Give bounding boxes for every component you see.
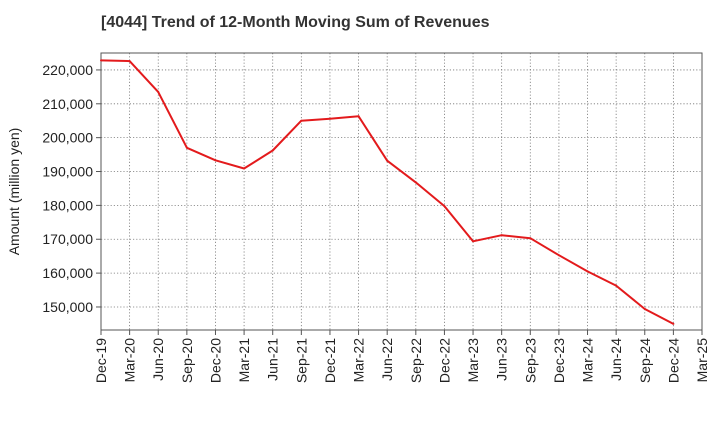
y-axis-label: Amount (million yen) bbox=[6, 128, 22, 256]
data-point bbox=[472, 240, 474, 243]
x-tick-label: Dec-21 bbox=[322, 338, 338, 383]
y-tick-label: 200,000 bbox=[42, 130, 93, 146]
chart-title: [4044] Trend of 12-Month Moving Sum of R… bbox=[101, 14, 490, 31]
data-point bbox=[586, 270, 589, 273]
data-point bbox=[414, 181, 417, 184]
x-tick-label: Sep-22 bbox=[408, 338, 424, 383]
data-point bbox=[300, 119, 303, 122]
series-layer bbox=[100, 59, 675, 325]
x-tick-label: Sep-24 bbox=[637, 338, 653, 383]
x-tick-label: Dec-20 bbox=[207, 338, 223, 383]
data-point bbox=[672, 322, 675, 325]
x-tick-label: Dec-22 bbox=[436, 338, 452, 383]
x-tick-label: Jun-20 bbox=[150, 338, 166, 381]
y-tick-label: 210,000 bbox=[42, 96, 93, 112]
data-point bbox=[185, 146, 188, 149]
x-tick-label: Mar-23 bbox=[465, 338, 481, 383]
y-tick-label: 160,000 bbox=[42, 265, 93, 281]
grid bbox=[100, 53, 703, 330]
data-point bbox=[271, 149, 274, 152]
x-tick-label: Sep-21 bbox=[293, 338, 309, 383]
x-tick-label: Mar-22 bbox=[351, 338, 367, 383]
x-tick-label: Dec-23 bbox=[551, 338, 567, 383]
x-tick-label: Sep-23 bbox=[522, 338, 538, 383]
data-point bbox=[529, 237, 532, 240]
data-point bbox=[615, 284, 618, 287]
data-point bbox=[643, 308, 646, 310]
x-tick-label: Jun-24 bbox=[608, 338, 624, 381]
x-tick-label: Jun-23 bbox=[494, 338, 510, 381]
y-axis: 150,000 160,000 170,000 180,000 190,000 200,0… bbox=[42, 62, 101, 315]
y-tick-label: 170,000 bbox=[42, 231, 93, 247]
data-point bbox=[128, 60, 131, 63]
y-tick-label: 180,000 bbox=[42, 197, 93, 213]
x-tick-label: Dec-24 bbox=[665, 338, 681, 383]
x-axis: Dec-19 Mar-20 Jun-20 Sep-20 Dec-20 Mar-21 Jun-… bbox=[93, 330, 710, 383]
data-point bbox=[243, 167, 246, 170]
data-point bbox=[357, 115, 360, 118]
x-tick-label: Mar-25 bbox=[694, 338, 710, 383]
x-tick-label: Mar-24 bbox=[580, 338, 596, 383]
plot-area bbox=[100, 52, 703, 331]
y-tick-label: 150,000 bbox=[42, 299, 93, 315]
data-point bbox=[443, 205, 446, 208]
x-tick-label: Dec-19 bbox=[93, 338, 109, 383]
data-point bbox=[157, 90, 160, 93]
y-tick-label: 190,000 bbox=[42, 164, 93, 180]
data-point bbox=[329, 117, 331, 120]
y-tick-label: 220,000 bbox=[42, 62, 93, 78]
data-point bbox=[100, 59, 102, 62]
x-tick-label: Jun-22 bbox=[379, 338, 395, 381]
data-point bbox=[500, 234, 503, 237]
x-tick-label: Mar-20 bbox=[122, 338, 138, 383]
data-point bbox=[214, 159, 217, 162]
data-point bbox=[386, 159, 389, 162]
x-tick-label: Jun-21 bbox=[265, 338, 281, 381]
x-tick-label: Mar-21 bbox=[236, 338, 252, 383]
x-tick-label: Sep-20 bbox=[179, 338, 195, 383]
data-point bbox=[557, 254, 560, 257]
